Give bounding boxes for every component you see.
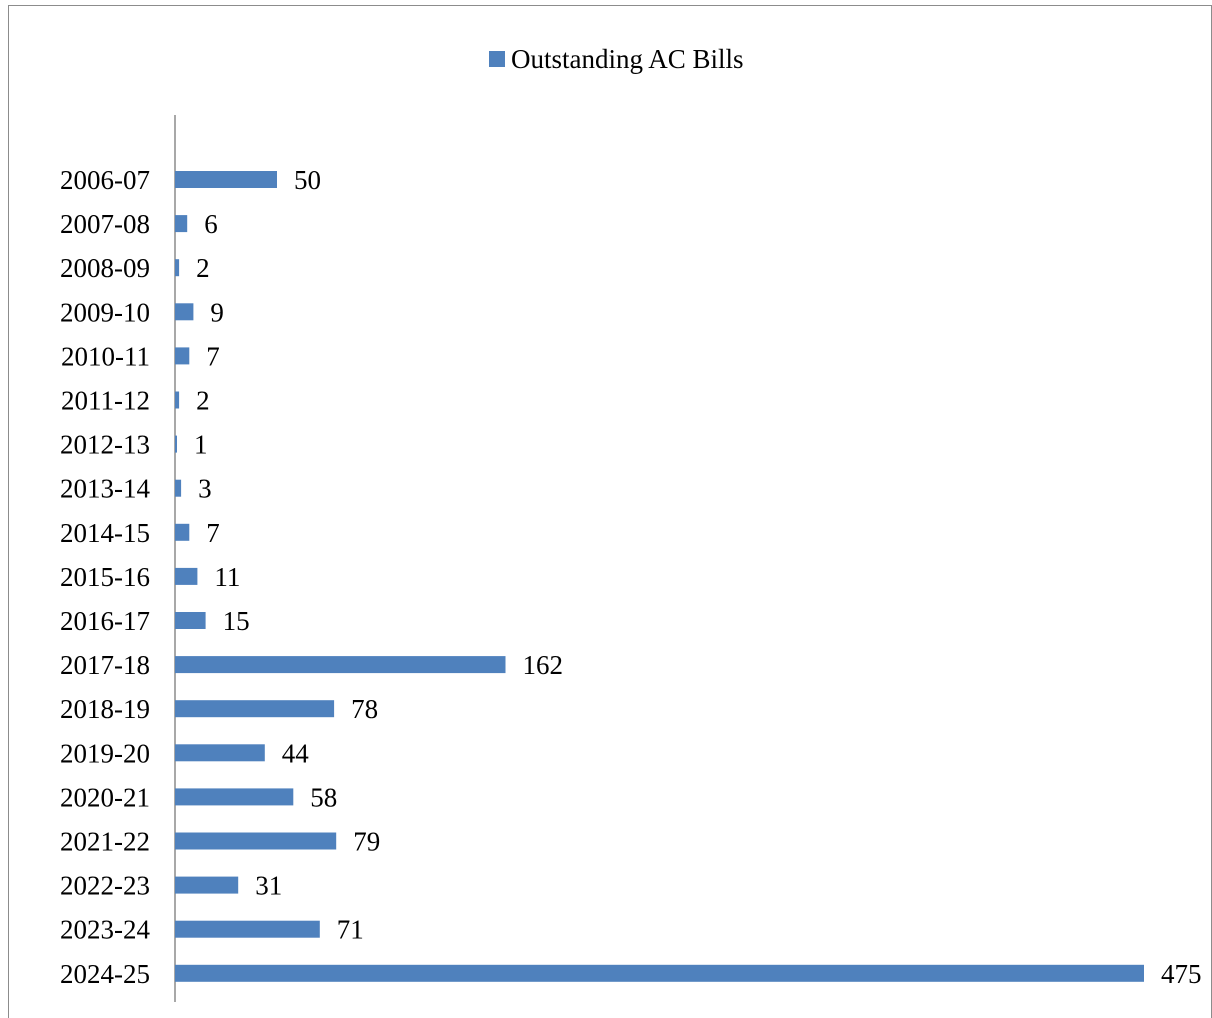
category-label-2016-17: 2016-17 <box>60 606 150 636</box>
value-label-2016-17: 15 <box>223 606 250 636</box>
category-label-2020-21: 2020-21 <box>60 782 150 812</box>
value-label-2019-20: 44 <box>282 738 310 768</box>
legend-swatch <box>489 51 505 67</box>
bar-2014-15 <box>175 523 190 541</box>
value-label-2013-14: 3 <box>198 474 212 504</box>
bar-2012-13 <box>175 435 177 453</box>
bar-2020-21 <box>175 788 294 806</box>
value-label-2024-25: 475 <box>1161 959 1202 989</box>
category-label-2014-15: 2014-15 <box>60 518 150 548</box>
value-label-2012-13: 1 <box>194 430 208 460</box>
category-label-2011-12: 2011-12 <box>61 386 150 416</box>
category-label-2024-25: 2024-25 <box>60 959 150 989</box>
value-label-2006-07: 50 <box>294 165 321 195</box>
category-label-2008-09: 2008-09 <box>60 253 150 283</box>
legend-label: Outstanding AC Bills <box>511 44 744 74</box>
legend: Outstanding AC Bills <box>489 44 744 74</box>
category-label-2019-20: 2019-20 <box>60 738 150 768</box>
category-labels: 2006-07 2007-08 2008-09 2009-10 2010-11 2011-… <box>60 165 150 989</box>
category-label-2022-23: 2022-23 <box>60 871 150 901</box>
bars <box>175 171 1144 982</box>
value-label-2023-24: 71 <box>337 915 364 945</box>
bar-2008-09 <box>175 259 180 277</box>
bar-2022-23 <box>175 876 239 894</box>
bar-2010-11 <box>175 347 190 365</box>
value-label-2022-23: 31 <box>255 871 282 901</box>
bar-2018-19 <box>175 700 335 718</box>
category-label-2023-24: 2023-24 <box>60 915 150 945</box>
bar-2007-08 <box>175 215 188 233</box>
value-label-2017-18: 162 <box>523 650 564 680</box>
category-label-2017-18: 2017-18 <box>60 650 150 680</box>
bar-2017-18 <box>175 656 506 674</box>
bar-2024-25 <box>175 964 1144 982</box>
value-label-2018-19: 78 <box>351 694 378 724</box>
category-label-2015-16: 2015-16 <box>60 562 150 592</box>
category-label-2006-07: 2006-07 <box>60 165 150 195</box>
bar-2015-16 <box>175 567 198 585</box>
bar-2009-10 <box>175 303 194 321</box>
category-label-2009-10: 2009-10 <box>60 297 150 327</box>
category-label-2007-08: 2007-08 <box>60 209 150 239</box>
bar-2016-17 <box>175 612 206 629</box>
value-label-2010-11: 7 <box>206 341 220 371</box>
category-label-2010-11: 2010-11 <box>61 341 150 371</box>
category-label-2012-13: 2012-13 <box>60 430 150 460</box>
value-label-2014-15: 7 <box>206 518 220 548</box>
value-label-2021-22: 79 <box>353 827 380 857</box>
value-label-2009-10: 9 <box>210 297 224 327</box>
value-label-2008-09: 2 <box>196 253 210 283</box>
value-label-2011-12: 2 <box>196 386 210 416</box>
category-label-2013-14: 2013-14 <box>60 474 150 504</box>
bar-2019-20 <box>175 744 265 762</box>
bar-2006-07 <box>175 171 277 188</box>
category-label-2018-19: 2018-19 <box>60 694 150 724</box>
bar-2023-24 <box>175 920 320 938</box>
value-label-2020-21: 58 <box>310 782 337 812</box>
bar-2013-14 <box>175 479 182 497</box>
bar-2021-22 <box>175 832 337 850</box>
value-label-2007-08: 6 <box>204 209 218 239</box>
bar-2011-12 <box>175 391 180 409</box>
value-label-2015-16: 11 <box>214 562 240 592</box>
category-label-2021-22: 2021-22 <box>60 827 150 857</box>
